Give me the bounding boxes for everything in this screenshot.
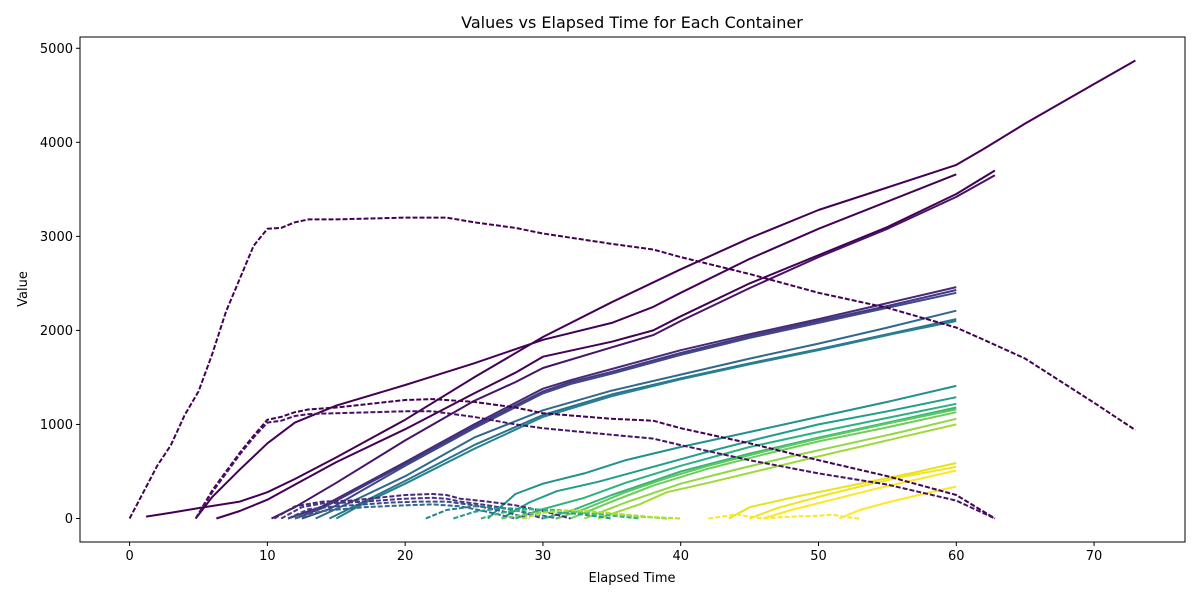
- series-line-26: [273, 493, 571, 520]
- x-tick-label: 0: [125, 549, 133, 564]
- series-line-11: [487, 384, 957, 520]
- series-line-6: [294, 289, 957, 520]
- series-line-28: [287, 500, 530, 520]
- series-line-25: [194, 410, 996, 520]
- series-line-3: [216, 169, 996, 520]
- series-line-21: [763, 469, 957, 520]
- series-line-34: [522, 509, 681, 520]
- series-line-18: [597, 423, 957, 520]
- series-line-8: [315, 309, 957, 520]
- x-axis: 0 10 20 30 40 50 60 70: [125, 542, 1102, 564]
- x-tick-label: 30: [535, 549, 552, 564]
- chart-title: Values vs Elapsed Time for Each Containe…: [461, 13, 803, 32]
- y-tick-label: 1000: [40, 418, 73, 433]
- series-line-1: [145, 59, 1136, 518]
- x-tick-label: 40: [672, 549, 689, 564]
- series-line-2: [194, 173, 957, 520]
- series-line-15: [556, 408, 957, 520]
- y-tick-label: 0: [65, 512, 73, 527]
- y-tick-label: 5000: [40, 42, 73, 57]
- y-axis: 0 1000 2000 3000 4000 5000: [40, 42, 80, 527]
- series-line-5: [287, 286, 957, 520]
- series-line-4: [271, 174, 996, 520]
- y-tick-label: 3000: [40, 230, 73, 245]
- plot-area: [128, 59, 1136, 520]
- series-line-23: [128, 216, 1136, 519]
- plot-frame: [79, 36, 1186, 543]
- series-line-24: [194, 398, 996, 520]
- y-tick-label: 4000: [40, 136, 73, 151]
- series-line-13: [515, 402, 957, 520]
- series-line-7: [301, 291, 957, 520]
- series-line-12: [501, 396, 957, 520]
- x-tick-label: 60: [948, 549, 965, 564]
- series-line-17: [583, 417, 957, 520]
- x-tick-label: 20: [397, 549, 414, 564]
- series-line-20: [749, 465, 957, 520]
- x-tick-label: 70: [1086, 549, 1103, 564]
- x-tick-label: 10: [259, 549, 276, 564]
- series-line-19: [728, 462, 957, 520]
- x-axis-label: Elapsed Time: [588, 571, 675, 586]
- x-tick-label: 50: [810, 549, 827, 564]
- series-line-10: [335, 320, 957, 520]
- series-line-22: [838, 485, 957, 520]
- series-line-27: [280, 496, 544, 520]
- series-line-30: [425, 505, 557, 520]
- y-axis-label: Value: [16, 271, 31, 307]
- series-line-16: [570, 411, 957, 520]
- y-tick-label: 2000: [40, 324, 73, 339]
- series-line-32: [480, 508, 640, 520]
